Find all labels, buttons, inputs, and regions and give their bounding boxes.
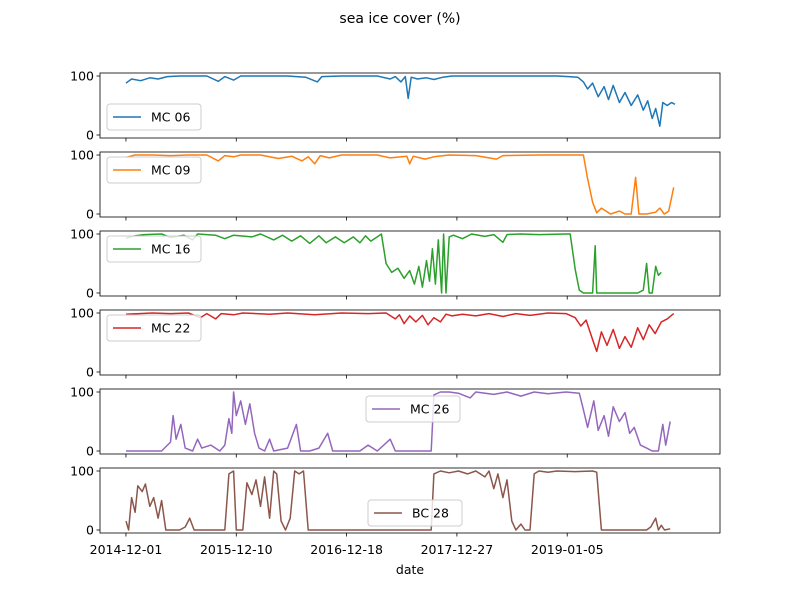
y-tick-label-mc-09-100: 100 <box>70 148 94 163</box>
legend-label-mc-09: MC 09 <box>151 163 190 178</box>
panel-mc-22: 0 100 MC 22 <box>70 306 721 380</box>
legend-box-mc-22 <box>106 314 202 342</box>
panel-frame-mc-09 <box>99 151 721 218</box>
x-tick-label-2015-12-10: 2015-12-10 <box>200 542 273 557</box>
panel-frame-mc-16 <box>99 230 721 297</box>
y-tick-label-mc-22-0: 0 <box>86 365 94 380</box>
y-tick-label-mc-26-0: 0 <box>86 444 94 459</box>
series-line-mc-22 <box>125 312 675 353</box>
x-tick-label-2019-01-05: 2019-01-05 <box>531 542 604 557</box>
legend-mc-06: MC 06 <box>106 103 202 131</box>
legend-mc-22: MC 22 <box>106 314 202 342</box>
y-tick-label-mc-26-100: 100 <box>70 385 94 400</box>
legend-label-mc-22: MC 22 <box>151 321 190 336</box>
series-line-mc-16 <box>125 233 662 294</box>
panel-mc-06: 0 100 MC 06 <box>70 69 721 143</box>
legend-box-bc-28 <box>367 499 463 527</box>
panel-frame-mc-26 <box>99 388 721 455</box>
panels: 0 100 MC 06 0 100 MC 09 0 100 MC 16 0 100 MC 22 0 100… <box>70 69 721 538</box>
panel-frame-bc-28 <box>99 467 721 534</box>
legend-label-mc-16: MC 16 <box>151 242 190 257</box>
legend-label-mc-26: MC 26 <box>410 402 449 417</box>
x-axis-label: date <box>396 562 424 577</box>
y-tick-label-mc-06-0: 0 <box>86 128 94 143</box>
series-line-mc-06 <box>125 75 676 127</box>
legend-label-mc-06: MC 06 <box>151 110 190 125</box>
y-tick-label-bc-28-100: 100 <box>70 464 94 479</box>
legend-box-mc-16 <box>106 235 202 263</box>
legend-box-mc-06 <box>106 103 202 131</box>
panel-mc-26: 0 100 MC 26 <box>70 385 721 459</box>
panel-bc-28: 0 100 BC 28 <box>70 464 721 538</box>
legend-bc-28: BC 28 <box>367 499 463 527</box>
y-tick-label-mc-16-100: 100 <box>70 227 94 242</box>
y-tick-label-mc-06-100: 100 <box>70 69 94 84</box>
x-axis: 2014-12-01 2015-12-10 2016-12-18 2017-12-27… <box>90 542 604 557</box>
legend-box-mc-09 <box>106 156 202 184</box>
panel-mc-09: 0 100 MC 09 <box>70 148 721 222</box>
y-tick-label-bc-28-0: 0 <box>86 523 94 538</box>
series-line-bc-28 <box>125 470 671 531</box>
legend-mc-16: MC 16 <box>106 235 202 263</box>
chart-title: sea ice cover (%) <box>339 11 460 27</box>
x-tick-label-2017-12-27: 2017-12-27 <box>421 542 494 557</box>
y-tick-label-mc-16-0: 0 <box>86 286 94 301</box>
series-line-mc-26 <box>126 391 671 452</box>
series-line-mc-09 <box>125 154 675 215</box>
y-tick-label-mc-09-0: 0 <box>86 207 94 222</box>
legend-mc-26: MC 26 <box>365 395 461 423</box>
panel-mc-16: 0 100 MC 16 <box>70 227 721 301</box>
panel-frame-mc-22 <box>99 309 721 376</box>
legend-box-mc-26 <box>365 395 461 423</box>
panel-frame-mc-06 <box>99 72 721 139</box>
legend-mc-09: MC 09 <box>106 156 202 184</box>
x-tick-label-2014-12-01: 2014-12-01 <box>90 542 163 557</box>
legend-label-bc-28: BC 28 <box>412 506 449 521</box>
x-tick-label-2016-12-18: 2016-12-18 <box>310 542 383 557</box>
y-tick-label-mc-22-100: 100 <box>70 306 94 321</box>
